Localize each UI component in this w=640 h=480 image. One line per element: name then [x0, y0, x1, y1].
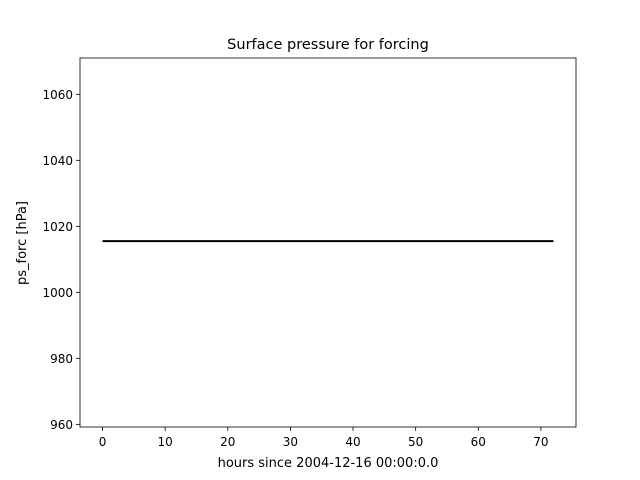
- x-axis-label: hours since 2004-12-16 00:00:0.0: [218, 456, 439, 471]
- x-tick-label-0: 0: [99, 435, 107, 449]
- x-tick-label-10: 10: [158, 435, 173, 449]
- axes-frame: [79, 57, 577, 428]
- chart-title: Surface pressure for forcing: [227, 37, 429, 53]
- x-tick-label-40: 40: [345, 435, 360, 449]
- y-axis-label: ps_forc [hPa]: [15, 201, 30, 285]
- x-tick-label-50: 50: [408, 435, 423, 449]
- y-tick-label-1040: 1040: [42, 154, 73, 168]
- x-tick-label-20: 20: [220, 435, 235, 449]
- y-tick-label-1060: 1060: [42, 88, 73, 102]
- y-tick-label-980: 980: [50, 352, 73, 366]
- y-tick-label-1020: 1020: [42, 220, 73, 234]
- y-tick-label-1000: 1000: [42, 286, 73, 300]
- x-tick-label-60: 60: [471, 435, 486, 449]
- x-tick-label-70: 70: [533, 435, 548, 449]
- x-tick-label-30: 30: [283, 435, 298, 449]
- y-tick-label-960: 960: [50, 418, 73, 432]
